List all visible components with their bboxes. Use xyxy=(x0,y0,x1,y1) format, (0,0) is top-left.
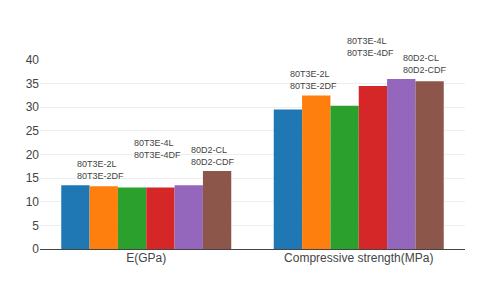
svg-text:30: 30 xyxy=(26,100,40,114)
svg-text:80D2-CDF: 80D2-CDF xyxy=(403,65,447,75)
svg-text:10: 10 xyxy=(26,195,40,209)
svg-text:80T3E-2DF: 80T3E-2DF xyxy=(290,81,337,91)
svg-text:80T3E-2DF: 80T3E-2DF xyxy=(77,171,124,181)
svg-text:80T3E-2L: 80T3E-2L xyxy=(77,159,117,169)
svg-text:80T3E-4L: 80T3E-4L xyxy=(134,138,174,148)
svg-text:80D2-CDF: 80D2-CDF xyxy=(191,157,235,167)
svg-text:0: 0 xyxy=(32,242,39,256)
svg-text:Compressive strength(MPa): Compressive strength(MPa) xyxy=(284,251,433,265)
svg-text:80D2-CL: 80D2-CL xyxy=(403,53,439,63)
svg-text:80D2-CL: 80D2-CL xyxy=(191,145,227,155)
svg-text:20: 20 xyxy=(26,148,40,162)
svg-text:5: 5 xyxy=(32,219,39,233)
svg-text:40: 40 xyxy=(26,53,40,67)
svg-text:15: 15 xyxy=(26,171,40,185)
svg-text:80T3E-2L: 80T3E-2L xyxy=(290,69,330,79)
svg-text:25: 25 xyxy=(26,124,40,138)
svg-text:35: 35 xyxy=(26,77,40,91)
svg-text:80T3E-4DF: 80T3E-4DF xyxy=(347,48,394,58)
svg-text:80T3E-4L: 80T3E-4L xyxy=(347,36,387,46)
svg-text:E(GPa): E(GPa) xyxy=(126,251,166,265)
svg-text:80T3E-4DF: 80T3E-4DF xyxy=(134,150,181,160)
